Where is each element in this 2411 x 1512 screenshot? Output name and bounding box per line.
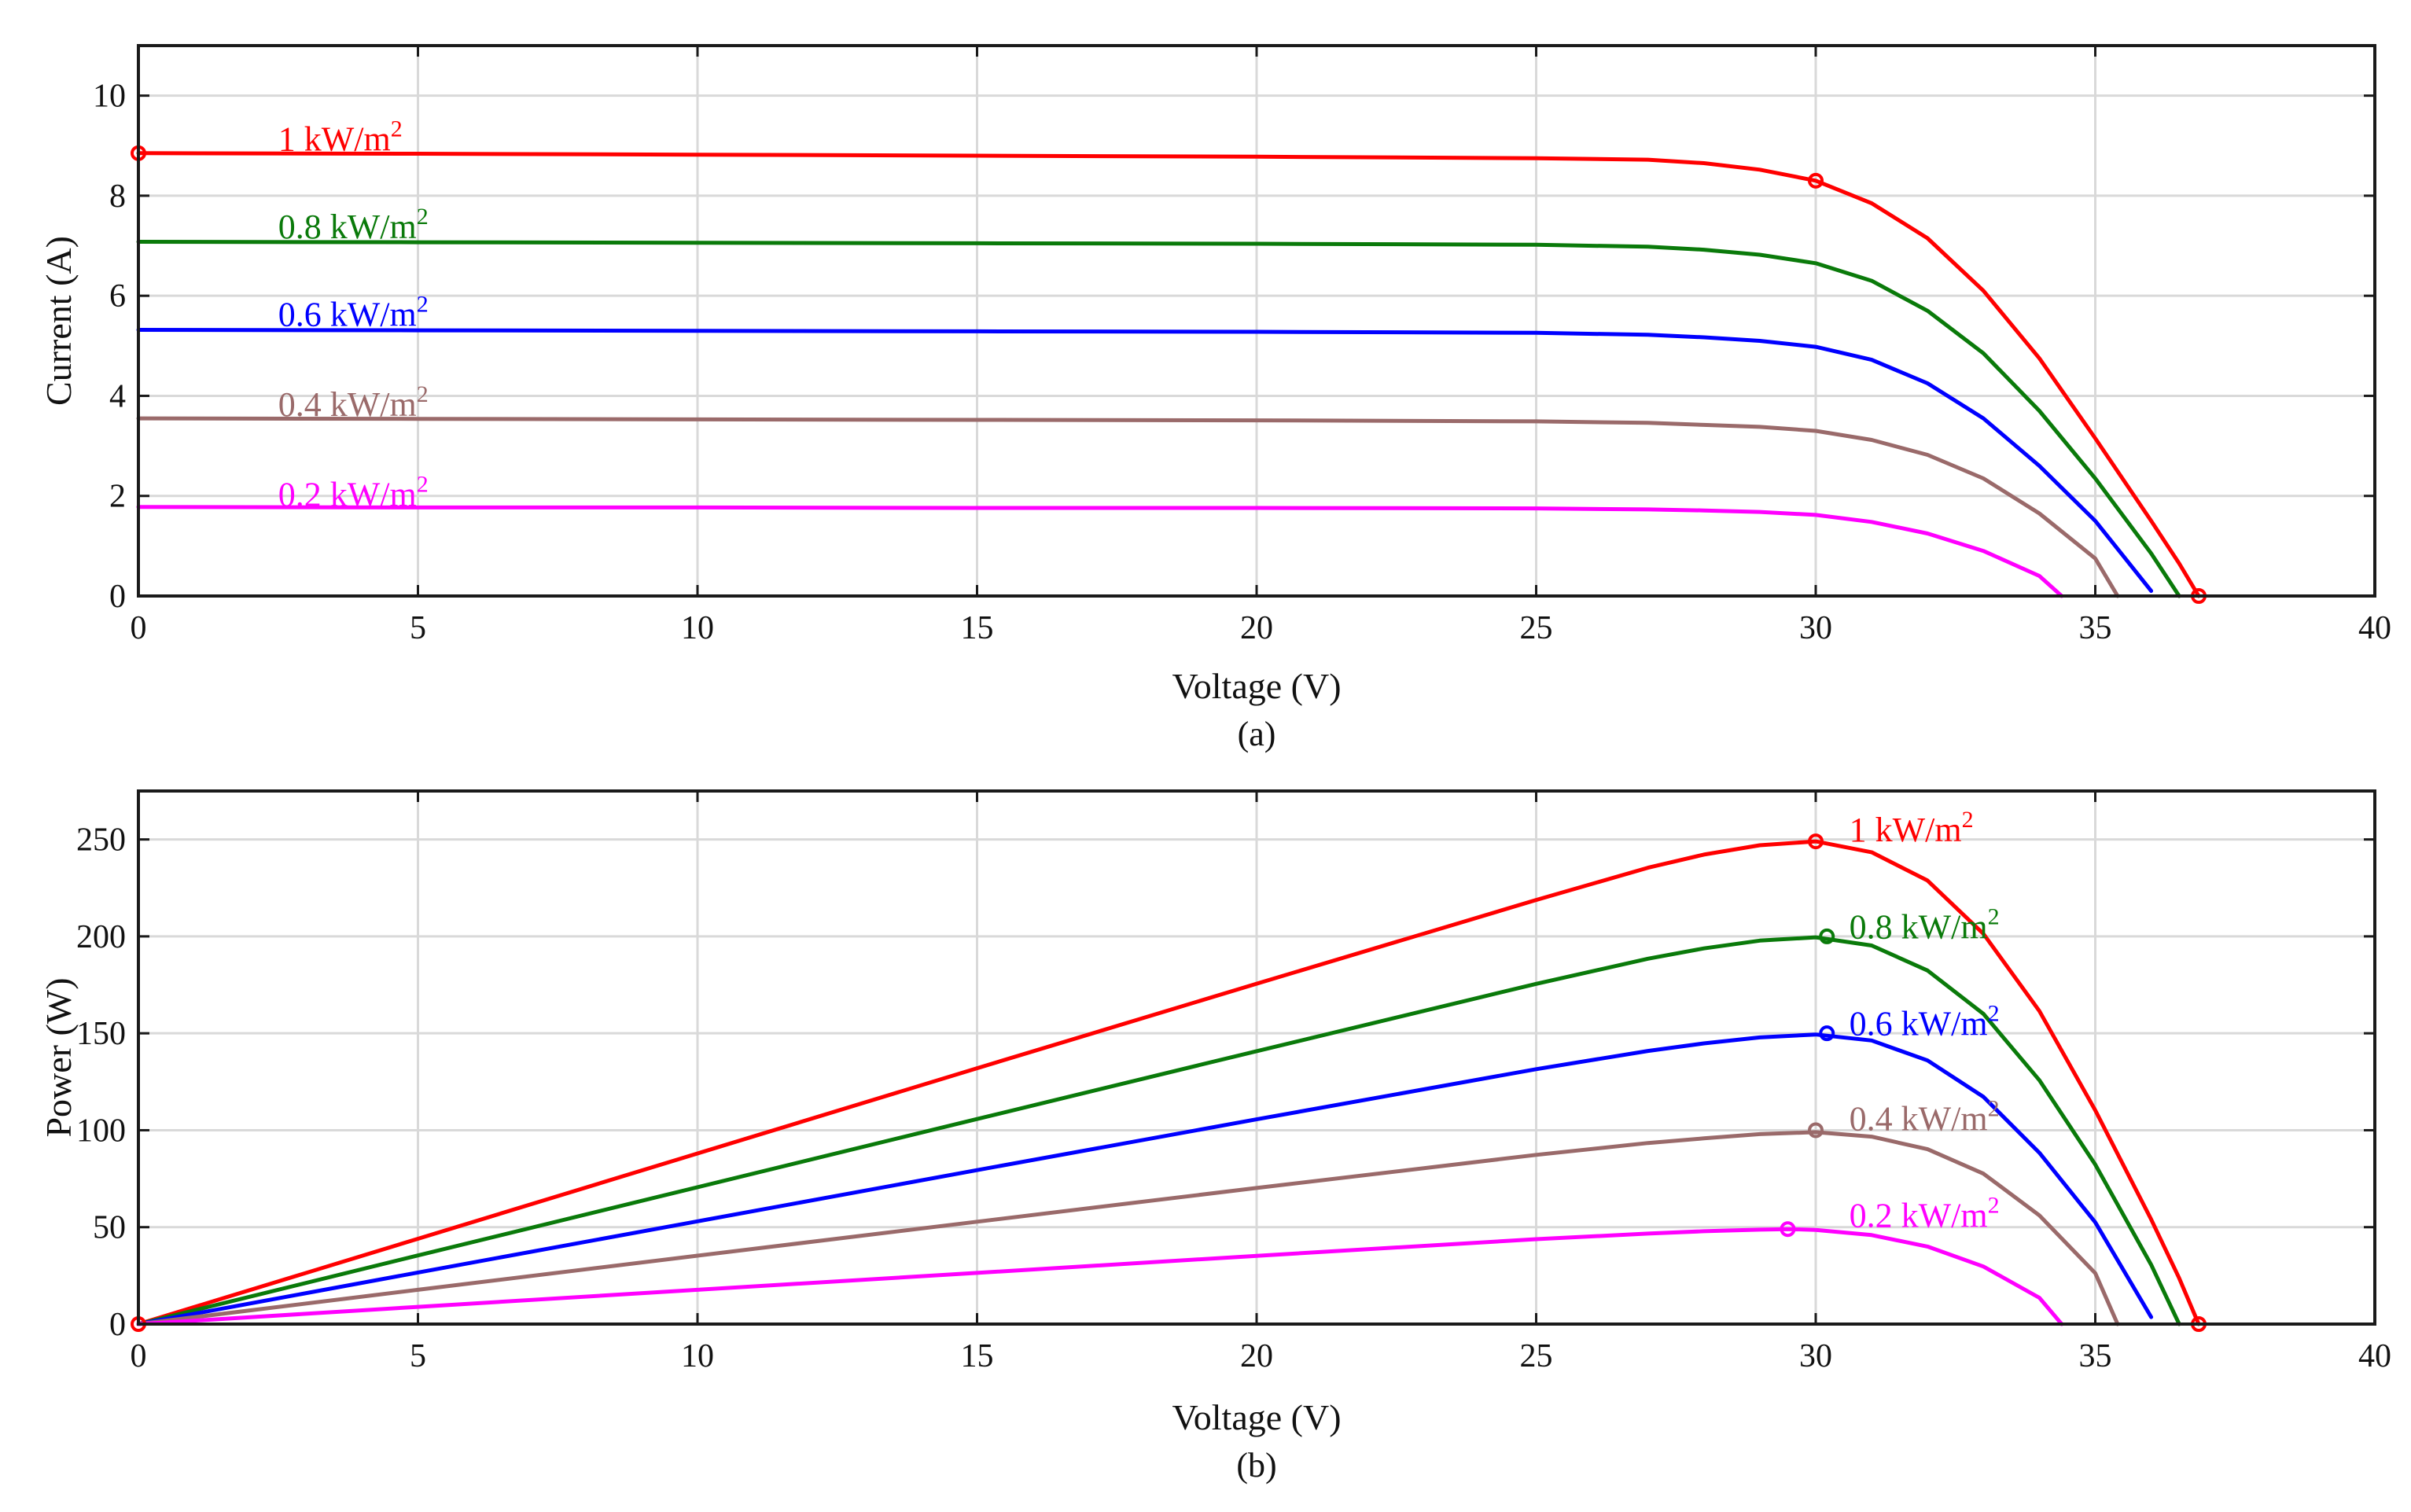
x-tick-label: 15 bbox=[961, 1338, 994, 1374]
series-label-a-4: 0.2 kW/m2 bbox=[278, 471, 429, 513]
x-tick-label: 25 bbox=[1520, 610, 1553, 646]
x-tick-label: 10 bbox=[681, 610, 714, 646]
data-point-marker-a-0-1 bbox=[1808, 172, 1824, 189]
y-tick-label: 6 bbox=[109, 278, 126, 315]
y-tick-label: 10 bbox=[93, 79, 126, 115]
series-line-a-4 bbox=[136, 505, 2064, 598]
series-label-a-0: 1 kW/m2 bbox=[278, 116, 403, 159]
data-point-marker-b-0-1 bbox=[1808, 833, 1824, 850]
panel-caption: (a) bbox=[1238, 715, 1276, 753]
series-label-a-1: 0.8 kW/m2 bbox=[278, 204, 429, 246]
x-axis-label: Voltage (V) bbox=[1172, 666, 1341, 706]
x-tick-label: 10 bbox=[681, 1338, 714, 1374]
series-line-b-1 bbox=[136, 935, 2181, 1326]
series-line-b-2 bbox=[136, 1032, 2154, 1326]
panel-caption: (b) bbox=[1236, 1446, 1276, 1484]
y-tick-label: 100 bbox=[76, 1113, 126, 1149]
x-tick-label: 15 bbox=[961, 610, 994, 646]
x-tick-label: 0 bbox=[131, 1338, 147, 1374]
x-tick-label: 5 bbox=[410, 1338, 426, 1374]
series-label-b-2: 0.6 kW/m2 bbox=[1850, 1001, 2000, 1043]
x-tick-label: 30 bbox=[1799, 610, 1832, 646]
chart-panel-a: 1 kW/m2 0.8 kW/m2 0.6 kW/m2 0.4 kW/m2 0.2 kW… bbox=[39, 44, 2391, 753]
series-line-b-3 bbox=[136, 1130, 2120, 1326]
chart-panel-b: 1 kW/m2 0.8 kW/m2 0.6 kW/m2 0.4 kW/m2 0.2 kW… bbox=[39, 789, 2391, 1484]
y-tick-label: 250 bbox=[76, 822, 126, 859]
series-line-a-0 bbox=[136, 151, 2201, 598]
series-label-b-3: 0.4 kW/m2 bbox=[1850, 1095, 2000, 1138]
x-tick-label: 0 bbox=[131, 610, 147, 646]
y-tick-label: 0 bbox=[109, 579, 126, 615]
series-line-a-2 bbox=[136, 328, 2154, 594]
x-tick-label: 5 bbox=[410, 610, 426, 646]
series-line-b-4 bbox=[136, 1227, 2064, 1326]
y-tick-label: 150 bbox=[76, 1016, 126, 1052]
gridlines bbox=[138, 791, 2375, 1324]
x-tick-label: 30 bbox=[1799, 1338, 1832, 1374]
y-tick-label: 4 bbox=[109, 378, 126, 414]
x-tick-label: 35 bbox=[2079, 610, 2112, 646]
series-label-a-2: 0.6 kW/m2 bbox=[278, 291, 429, 333]
series-line-a-1 bbox=[136, 240, 2181, 598]
series-label-b-0: 1 kW/m2 bbox=[1850, 807, 1974, 849]
series-line-b-0 bbox=[136, 839, 2201, 1326]
y-tick-label: 2 bbox=[109, 479, 126, 515]
x-axis-label: Voltage (V) bbox=[1172, 1397, 1341, 1437]
y-axis-label: Current (A) bbox=[39, 236, 79, 406]
y-tick-label: 50 bbox=[93, 1210, 126, 1246]
x-tick-label: 40 bbox=[2358, 610, 2391, 646]
data-point-marker-b-2-0 bbox=[1819, 1025, 1835, 1042]
data-point-marker-b-4-0 bbox=[1780, 1221, 1796, 1238]
series-label-b-1: 0.8 kW/m2 bbox=[1850, 903, 2000, 946]
x-tick-label: 40 bbox=[2358, 1338, 2391, 1374]
data-point-marker-b-3-0 bbox=[1808, 1122, 1824, 1139]
y-tick-label: 8 bbox=[109, 178, 126, 215]
y-tick-label: 200 bbox=[76, 919, 126, 955]
series-line-a-3 bbox=[136, 416, 2120, 598]
y-axis-label: Power (W) bbox=[39, 977, 79, 1137]
x-tick-label: 35 bbox=[2079, 1338, 2112, 1374]
gridlines bbox=[138, 46, 2375, 596]
x-tick-label: 20 bbox=[1240, 610, 1273, 646]
x-tick-label: 25 bbox=[1520, 1338, 1553, 1374]
series-label-a-3: 0.4 kW/m2 bbox=[278, 381, 429, 424]
data-point-marker-b-1-0 bbox=[1819, 928, 1835, 944]
y-tick-label: 0 bbox=[109, 1307, 126, 1343]
x-tick-label: 20 bbox=[1240, 1338, 1273, 1374]
series-label-b-4: 0.2 kW/m2 bbox=[1850, 1193, 2000, 1235]
